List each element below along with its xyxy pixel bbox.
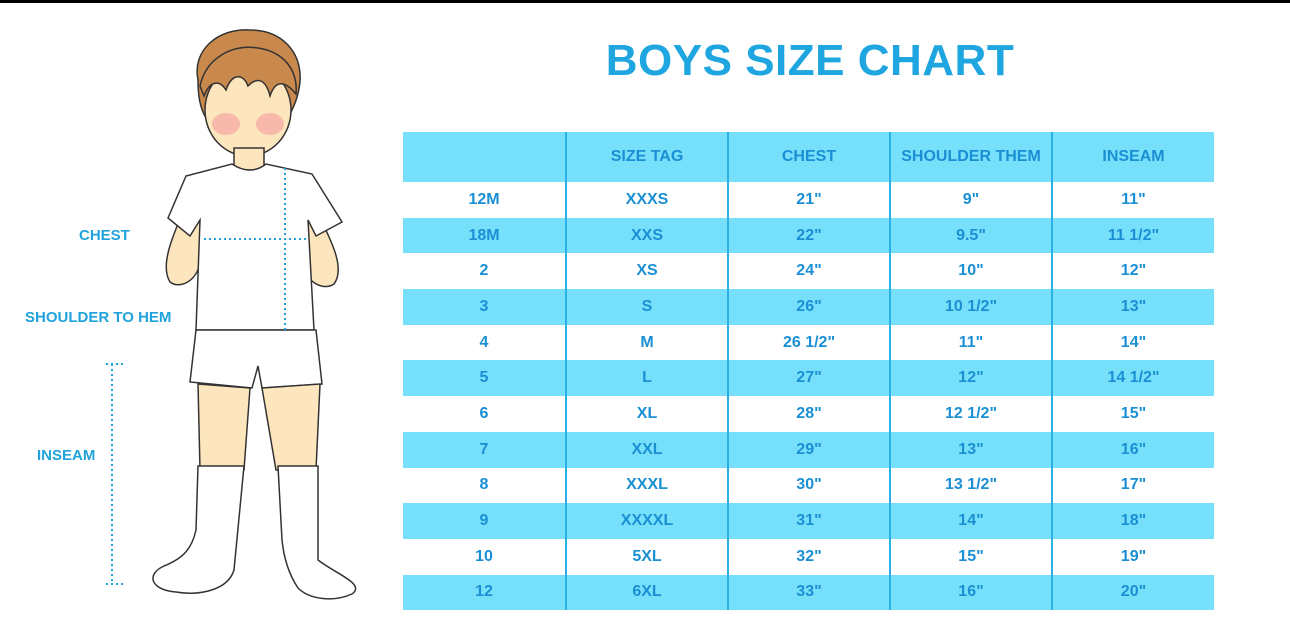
table-body: 12M XXXS 21" 9" 11" 18M XXS 22" 9.5" 11 1/2" 2 XS 24…	[403, 182, 1214, 611]
inseam-cell: 18"	[1051, 503, 1214, 539]
age-cell: 5	[403, 360, 566, 397]
table-row: 5 L 27" 12" 14 1/2"	[403, 360, 1214, 397]
chest-cell: 31"	[727, 503, 890, 539]
shoulder-cell: 12"	[889, 360, 1052, 397]
shoulder-cell: 14"	[889, 503, 1052, 539]
size-tag-cell: XXXL	[565, 467, 728, 504]
shoulder-to-hem-label: SHOULDER TO HEM	[25, 309, 172, 326]
age-cell: 3	[403, 289, 566, 325]
size-tag-cell: L	[565, 360, 728, 397]
inseam-cell: 11"	[1051, 182, 1214, 218]
chest-cell: 32"	[727, 538, 890, 575]
table-row: 10 5XL 32" 15" 19"	[403, 538, 1214, 575]
table-row: 2 XS 24" 10" 12"	[403, 253, 1214, 290]
inseam-label: INSEAM	[37, 447, 96, 464]
age-cell: 6	[403, 396, 566, 432]
age-cell: 10	[403, 538, 566, 575]
shoulder-cell: 13"	[889, 431, 1052, 468]
header-size-tag: SIZE TAG	[565, 132, 728, 182]
header-shoulder: SHOULDER THEM	[889, 132, 1052, 182]
age-cell: 2	[403, 253, 566, 290]
size-table: SIZE TAG CHEST SHOULDER THEM INSEAM 12M X…	[403, 132, 1214, 611]
table-row: 6 XL 28" 12 1/2" 15"	[403, 396, 1214, 432]
shoulder-cell: 13 1/2"	[889, 467, 1052, 504]
inseam-cell: 16"	[1051, 431, 1214, 468]
chest-label: CHEST	[79, 227, 130, 244]
page-title: BOYS SIZE CHART	[605, 36, 1015, 85]
header-age	[403, 132, 566, 182]
table-row: 7 XXL 29" 13" 16"	[403, 431, 1214, 468]
shoulder-cell: 10 1/2"	[889, 289, 1052, 325]
size-tag-cell: 5XL	[565, 538, 728, 575]
shoulder-cell: 12 1/2"	[889, 396, 1052, 432]
chest-cell: 28"	[727, 396, 890, 432]
boy-illustration	[106, 29, 357, 600]
header-chest: CHEST	[727, 132, 890, 182]
chest-cell: 21"	[727, 182, 890, 218]
table-row: 18M XXS 22" 9.5" 11 1/2"	[403, 217, 1214, 254]
size-tag-cell: XXS	[565, 217, 728, 254]
size-tag-cell: XXXS	[565, 182, 728, 218]
inseam-cell: 12"	[1051, 253, 1214, 290]
shoulder-cell: 9.5"	[889, 217, 1052, 254]
table-header-row: SIZE TAG CHEST SHOULDER THEM INSEAM	[403, 132, 1214, 182]
size-tag-cell: XXXXL	[565, 503, 728, 539]
table-row: 4 M 26 1/2" 11" 14"	[403, 324, 1214, 361]
chest-cell: 30"	[727, 467, 890, 504]
table-row: 9 XXXXL 31" 14" 18"	[403, 503, 1214, 539]
top-border	[0, 0, 1290, 3]
chest-cell: 24"	[727, 253, 890, 290]
age-cell: 8	[403, 467, 566, 504]
age-cell: 12	[403, 574, 566, 611]
inseam-cell: 14 1/2"	[1051, 360, 1214, 397]
inseam-cell: 14"	[1051, 324, 1214, 361]
table-row: 3 S 26" 10 1/2" 13"	[403, 289, 1214, 325]
shoulder-cell: 16"	[889, 574, 1052, 611]
inseam-cell: 20"	[1051, 574, 1214, 611]
table-row: 12 6XL 33" 16" 20"	[403, 574, 1214, 611]
shoulder-cell: 11"	[889, 324, 1052, 361]
table-row: 8 XXXL 30" 13 1/2" 17"	[403, 467, 1214, 504]
size-tag-cell: XL	[565, 396, 728, 432]
inseam-cell: 17"	[1051, 467, 1214, 504]
age-cell: 9	[403, 503, 566, 539]
inseam-cell: 15"	[1051, 396, 1214, 432]
chest-cell: 33"	[727, 574, 890, 611]
chest-cell: 26"	[727, 289, 890, 325]
inseam-cell: 11 1/2"	[1051, 217, 1214, 254]
age-cell: 18M	[403, 217, 566, 254]
size-tag-cell: 6XL	[565, 574, 728, 611]
size-tag-cell: M	[565, 324, 728, 361]
size-tag-cell: XXL	[565, 431, 728, 468]
shoulder-cell: 15"	[889, 538, 1052, 575]
size-tag-cell: S	[565, 289, 728, 325]
shoulder-cell: 10"	[889, 253, 1052, 290]
inseam-cell: 19"	[1051, 538, 1214, 575]
chest-cell: 26 1/2"	[727, 324, 890, 361]
age-cell: 4	[403, 324, 566, 361]
chest-cell: 29"	[727, 431, 890, 468]
chest-cell: 27"	[727, 360, 890, 397]
age-cell: 12M	[403, 182, 566, 218]
age-cell: 7	[403, 431, 566, 468]
header-inseam: INSEAM	[1051, 132, 1214, 182]
inseam-cell: 13"	[1051, 289, 1214, 325]
shoulder-cell: 9"	[889, 182, 1052, 218]
table-row: 12M XXXS 21" 9" 11"	[403, 182, 1214, 218]
size-tag-cell: XS	[565, 253, 728, 290]
chest-cell: 22"	[727, 217, 890, 254]
